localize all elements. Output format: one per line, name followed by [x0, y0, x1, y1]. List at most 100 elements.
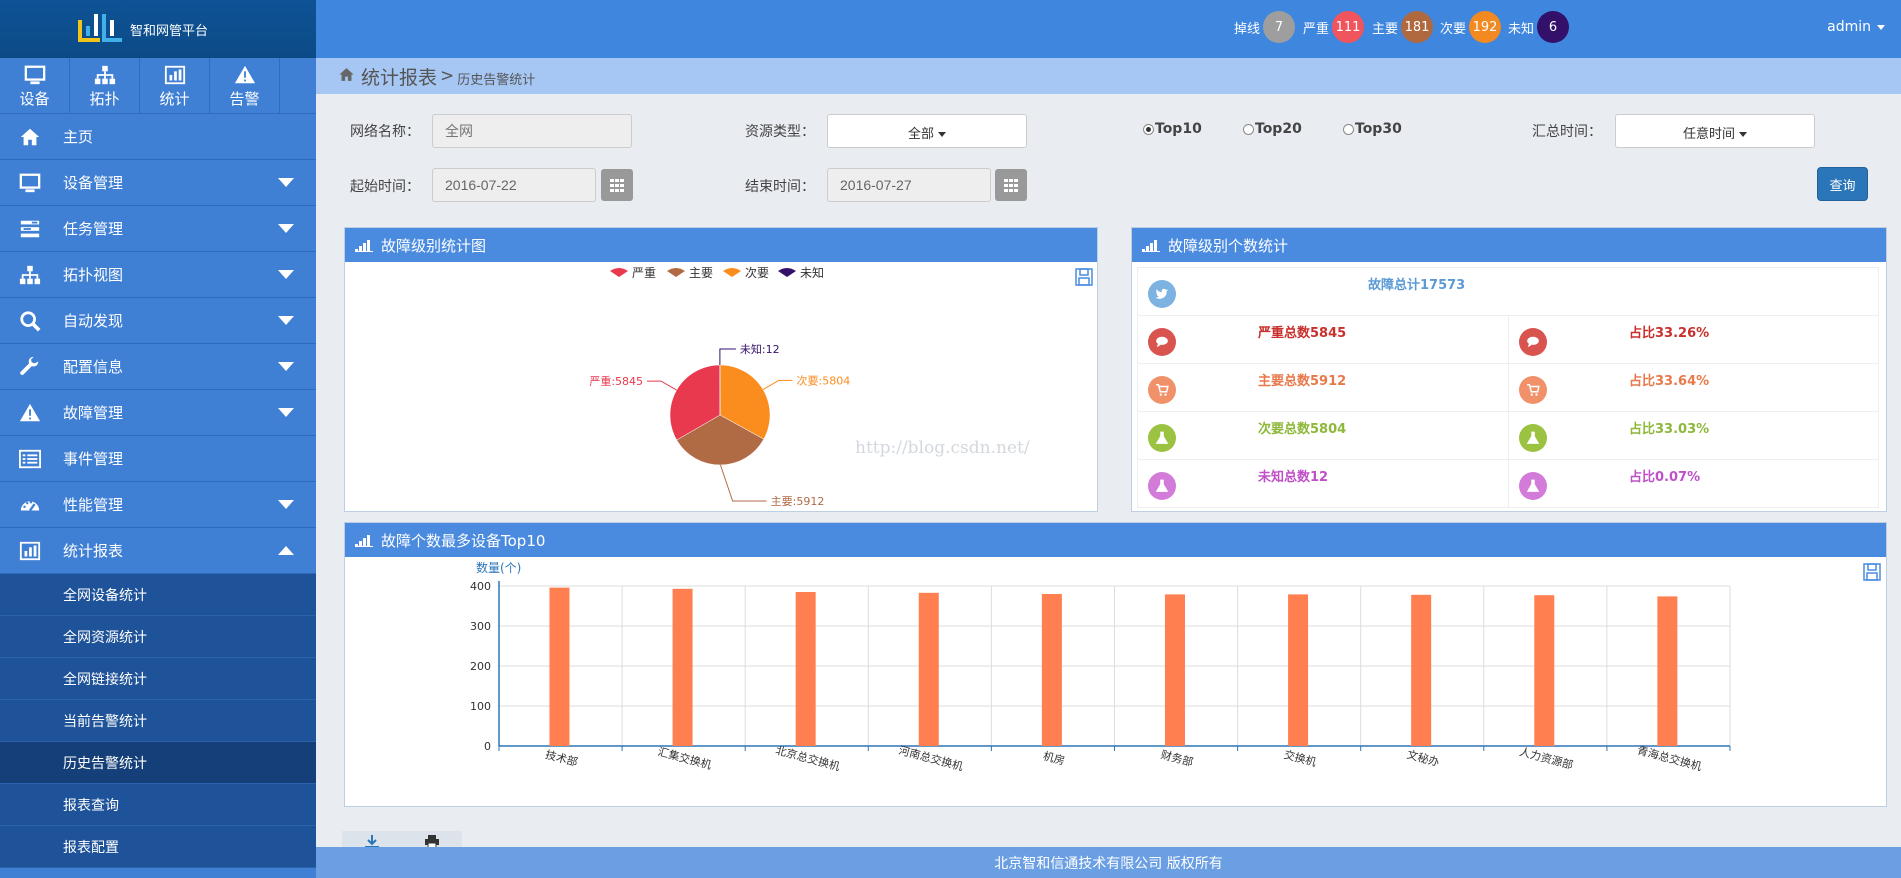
menu-item-fault-management[interactable]: 故障管理 [0, 390, 316, 436]
top-bar: 掉线 7 严重 111 主要 181 次要 192 未知 6 admin [316, 0, 1901, 58]
chevron-up-icon [278, 546, 294, 555]
badge-critical[interactable]: 严重 111 [1303, 11, 1365, 43]
critical-ratio: 占比33.26% [1629, 326, 1710, 341]
menu-item-topology-view[interactable]: 拓扑视图 [0, 252, 316, 298]
quick-nav-topology[interactable]: 拓扑 [70, 58, 140, 114]
network-name-label: 网络名称： [350, 124, 420, 140]
chevron-down-icon [278, 178, 294, 187]
minor-count: 次要总数5804 [1258, 422, 1347, 437]
submenu-network-resource-stats[interactable]: 全网资源统计 [0, 616, 316, 658]
sitemap-icon [94, 65, 115, 84]
home-icon [20, 128, 40, 145]
submenu-current-alarm-stats[interactable]: 当前告警统计 [0, 700, 316, 742]
bar-4[interactable] [1041, 594, 1062, 746]
watermark: http://blog.csdn.net/ [855, 438, 1030, 458]
submenu-report-config[interactable]: 报表配置 [0, 826, 316, 868]
fault-level-chart-panel: 故障级别统计图 严重 主要 次要 未知 次要:5804 主要:5912 严重:5845 未知:… [344, 227, 1098, 512]
bar-9[interactable] [1657, 596, 1678, 746]
legend-item-3[interactable]: 未知 [778, 266, 824, 280]
bar-2[interactable] [795, 592, 816, 746]
badge-unknown[interactable]: 未知 6 [1508, 11, 1570, 43]
badge-offline[interactable]: 掉线 7 [1234, 11, 1296, 43]
panel-header: 故障级别个数统计 [1132, 228, 1886, 262]
badge-count: 111 [1332, 11, 1365, 43]
panel-header: 故障级别统计图 [345, 228, 1097, 262]
warning-icon [234, 65, 255, 83]
menu-item-performance-management[interactable]: 性能管理 [0, 482, 316, 528]
summary-time-select[interactable]: 任意时间 [1615, 114, 1815, 148]
monitor-icon [24, 65, 45, 84]
badge-label: 主要 [1372, 21, 1399, 37]
quick-nav-device[interactable]: 设备 [0, 58, 70, 114]
badge-label: 严重 [1303, 21, 1330, 37]
radio-dot [1143, 123, 1154, 135]
submenu-history-alarm-stats[interactable]: 历史告警统计 [0, 742, 316, 784]
quick-nav-label: 拓扑 [89, 89, 120, 108]
menu-item-auto-discovery[interactable]: 自动发现 [0, 298, 316, 344]
save-icon[interactable] [1075, 268, 1093, 286]
menu-item-home[interactable]: 主页 [0, 114, 316, 160]
legend-label: 主要 [689, 266, 713, 280]
x-tick-label: 河南总交换机 [897, 743, 964, 774]
start-time-input[interactable] [432, 168, 596, 202]
legend-label: 未知 [800, 266, 824, 280]
resource-type-select[interactable]: 全部 [827, 114, 1027, 148]
submenu-network-link-stats[interactable]: 全网链接统计 [0, 658, 316, 700]
breadcrumb-page: 历史告警统计 [457, 72, 536, 88]
breadcrumb-section[interactable]: 统计报表 [361, 66, 438, 89]
menu-item-event-management[interactable]: 事件管理 [0, 436, 316, 482]
radio-top20[interactable]: Top20 [1243, 121, 1302, 137]
panel-title: 故障级别个数统计 [1168, 236, 1289, 255]
end-calendar-button[interactable] [995, 169, 1027, 201]
bar-5[interactable] [1164, 594, 1185, 746]
badge-minor[interactable]: 次要 192 [1440, 11, 1502, 43]
pie-data-label: 次要:5804 [797, 373, 851, 387]
bar-1[interactable] [672, 588, 693, 746]
bar-7[interactable] [1411, 594, 1432, 746]
radio-dot [1343, 123, 1354, 135]
badge-count: 6 [1537, 11, 1570, 43]
legend-item-0[interactable]: 严重 [610, 266, 656, 280]
legend-item-2[interactable]: 次要 [723, 266, 769, 280]
tasks-icon [20, 220, 40, 237]
menu-item-task-management[interactable]: 任务管理 [0, 206, 316, 252]
panel-header: 故障个数最多设备Top10 [345, 523, 1886, 557]
quick-nav-alarm[interactable]: 告警 [210, 58, 280, 114]
summary-time-value: 任意时间 [1682, 127, 1735, 142]
menu-item-statistics-report[interactable]: 统计报表 [0, 528, 316, 574]
pie-leader-line [762, 379, 793, 391]
bar-8[interactable] [1534, 595, 1555, 746]
menu-item-config-info[interactable]: 配置信息 [0, 344, 316, 390]
menu-item-label: 任务管理 [63, 220, 124, 238]
user-menu[interactable]: admin [1827, 19, 1885, 35]
search-icon [20, 310, 41, 331]
badge-count: 181 [1401, 11, 1434, 43]
submenu-network-device-stats[interactable]: 全网设备统计 [0, 574, 316, 616]
menu-item-device-management[interactable]: 设备管理 [0, 160, 316, 206]
radio-label: Top10 [1155, 121, 1202, 137]
radio-top10[interactable]: Top10 [1143, 121, 1202, 137]
bar-0[interactable] [549, 587, 570, 746]
pie-leader-line [647, 380, 677, 391]
query-button[interactable]: 查询 [1817, 167, 1868, 201]
signal-icon [355, 240, 373, 252]
legend-item-1[interactable]: 主要 [667, 266, 713, 280]
end-time-input[interactable] [827, 168, 991, 202]
submenu-report-query[interactable]: 报表查询 [0, 784, 316, 826]
minor-ratio: 占比33.03% [1629, 422, 1710, 437]
bar-6[interactable] [1288, 594, 1309, 746]
quick-nav-statistics[interactable]: 统计 [140, 58, 210, 114]
bar-3[interactable] [918, 592, 939, 746]
fault-total: 故障总计17573 [1368, 278, 1466, 293]
network-name-input[interactable] [432, 114, 632, 148]
home-icon[interactable] [338, 66, 355, 87]
save-icon[interactable] [1863, 563, 1881, 581]
start-calendar-button[interactable] [601, 169, 633, 201]
table-row: 主要总数5912 占比33.64% [1137, 363, 1879, 412]
badge-label: 未知 [1508, 21, 1535, 37]
y-tick-label: 400 [470, 580, 491, 593]
badge-major[interactable]: 主要 181 [1372, 11, 1434, 43]
legend-label: 严重 [632, 266, 656, 280]
radio-top30[interactable]: Top30 [1343, 121, 1402, 137]
